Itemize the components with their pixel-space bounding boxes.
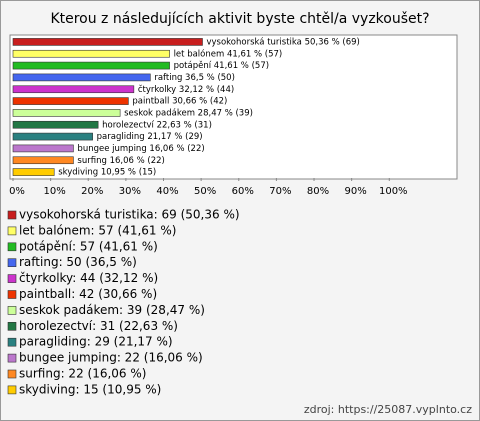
- x-tick-label: 10%: [44, 186, 66, 197]
- data-label: vysokohorská turistika 50,36 % (69): [206, 37, 359, 47]
- legend-label: let balónem: 57 (41,61 %): [19, 223, 176, 237]
- data-label: rafting 36,5 % (50): [154, 73, 235, 83]
- legend-label: vysokohorská turistika: 69 (50,36 %): [19, 208, 240, 222]
- legend-label: surfing: 22 (16,06 %): [19, 367, 146, 381]
- data-label: paragliding 21,17 % (29): [97, 132, 203, 142]
- data-label: potápění 41,61 % (57): [174, 61, 269, 71]
- legend-swatch: [7, 321, 17, 331]
- legend-label: skydiving: 15 (10,95 %): [19, 382, 161, 396]
- data-label: seskok padákem 28,47 % (39): [124, 108, 253, 118]
- x-tick-label: 70%: [269, 186, 291, 197]
- bar: [12, 144, 74, 153]
- legend-label: seskok padákem: 39 (28,47 %): [19, 303, 205, 317]
- legend-swatch: [7, 306, 17, 315]
- x-tick-label: 100%: [379, 186, 408, 197]
- legend-swatch: [7, 353, 17, 363]
- legend-label: paintball: 42 (30,66 %): [19, 287, 157, 301]
- legend-swatch: [7, 274, 17, 283]
- legend-label: horolezectví: 31 (22,63 %): [19, 319, 178, 333]
- legend-label: potápění: 57 (41,61 %): [19, 239, 158, 253]
- legend-swatch: [7, 258, 17, 268]
- legend-swatch: [7, 290, 17, 299]
- chart-title: Kterou z následujících aktivit byste cht…: [50, 11, 429, 27]
- legend-label: bungee jumping: 22 (16,06 %): [19, 351, 203, 365]
- x-tick-label: 80%: [307, 186, 329, 197]
- data-label: surfing 16,06 % (22): [77, 156, 164, 166]
- x-tick-label: 60%: [232, 186, 254, 197]
- legend-label: rafting: 50 (36,5 %): [19, 255, 137, 269]
- x-tick-label: 90%: [345, 186, 367, 197]
- bar: [12, 97, 129, 105]
- bar: [12, 120, 99, 129]
- x-tick-label: 40%: [156, 186, 178, 197]
- plot-area: [9, 34, 458, 180]
- bar: [12, 156, 74, 165]
- data-label: let balónem 41,61 % (57): [174, 48, 283, 59]
- data-label: čtyrkolky 32,12 % (44): [138, 84, 234, 95]
- legend-swatch: [7, 242, 17, 252]
- x-tick-label: 30%: [119, 186, 141, 197]
- bar: [12, 109, 121, 117]
- x-tick-label: 0%: [9, 186, 25, 197]
- source: zdroj: https://25087.vyplnto.cz: [304, 403, 472, 416]
- bar: [12, 132, 93, 141]
- legend-swatch: [7, 226, 17, 236]
- legend-swatch: [7, 210, 17, 220]
- data-label: skydiving 10,95 % (15): [58, 168, 156, 178]
- x-tick-label: 20%: [81, 186, 103, 197]
- legend-swatch: [7, 385, 17, 395]
- bar: [12, 73, 151, 82]
- bar: [12, 61, 170, 70]
- x-tick-label: 50%: [194, 186, 216, 197]
- data-label: bungee jumping 16,06 % (22): [77, 144, 204, 154]
- legend-label: paragliding: 29 (21,17 %): [19, 335, 173, 349]
- legend-swatch: [7, 369, 17, 379]
- legend-swatch: [7, 337, 17, 347]
- data-label: horolezectví 22,63 % (31): [102, 120, 212, 130]
- bar: [12, 38, 203, 46]
- bar: [12, 49, 170, 58]
- bar: [12, 85, 135, 94]
- data-label: paintball 30,66 % (42): [132, 97, 227, 107]
- legend-label: čtyrkolky: 44 (32,12 %): [19, 271, 158, 285]
- bar: [12, 168, 55, 176]
